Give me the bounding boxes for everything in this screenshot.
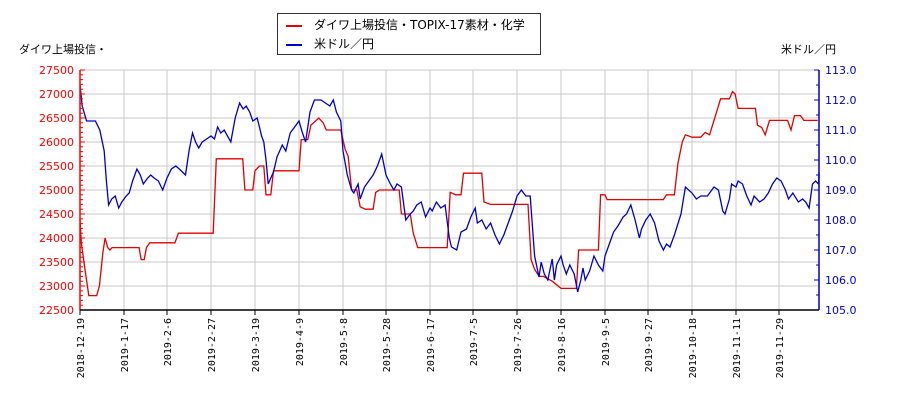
svg-text:108.0: 108.0	[825, 214, 857, 227]
svg-text:27500: 27500	[39, 64, 74, 77]
legend-swatch-red	[286, 24, 302, 27]
legend-swatch-blue	[286, 43, 302, 46]
svg-text:110.0: 110.0	[825, 154, 857, 167]
svg-text:2018-12-19: 2018-12-19	[76, 318, 87, 378]
svg-text:2019-11-29: 2019-11-29	[775, 318, 786, 378]
svg-text:27000: 27000	[39, 88, 74, 101]
svg-text:2019-5-28: 2019-5-28	[382, 318, 393, 372]
legend-item-usdjpy: 米ドル／円	[286, 36, 374, 52]
svg-text:24500: 24500	[39, 208, 74, 221]
svg-text:2019-11-11: 2019-11-11	[732, 318, 743, 378]
legend-label: ダイワ上場投信・TOPIX-17素材・化学	[314, 18, 525, 32]
svg-text:2019-10-18: 2019-10-18	[688, 318, 699, 378]
svg-text:2019-6-17: 2019-6-17	[426, 318, 437, 372]
svg-text:2019-1-17: 2019-1-17	[120, 318, 131, 372]
legend-label: 米ドル／円	[314, 37, 375, 51]
svg-text:2019-2-6: 2019-2-6	[163, 318, 174, 366]
svg-text:2019-9-5: 2019-9-5	[601, 318, 612, 366]
svg-text:22500: 22500	[39, 304, 74, 317]
svg-text:23500: 23500	[39, 256, 74, 269]
svg-text:2019-4-9: 2019-4-9	[295, 318, 306, 366]
svg-text:2019-2-27: 2019-2-27	[207, 318, 218, 372]
right-axis-title: 米ドル／円	[781, 43, 836, 56]
svg-text:105.0: 105.0	[825, 304, 857, 317]
svg-text:112.0: 112.0	[825, 94, 857, 107]
svg-text:106.0: 106.0	[825, 274, 857, 287]
svg-text:109.0: 109.0	[825, 184, 857, 197]
svg-text:2019-5-8: 2019-5-8	[339, 318, 350, 366]
svg-text:2019-7-26: 2019-7-26	[513, 318, 524, 372]
svg-text:107.0: 107.0	[825, 244, 857, 257]
svg-text:2019-3-19: 2019-3-19	[251, 318, 262, 372]
svg-text:2019-7-5: 2019-7-5	[469, 318, 480, 366]
series-line	[79, 90, 818, 297]
svg-text:25500: 25500	[39, 160, 74, 173]
svg-text:2019-8-16: 2019-8-16	[557, 318, 568, 372]
svg-text:23000: 23000	[39, 280, 74, 293]
svg-text:111.0: 111.0	[825, 124, 857, 137]
legend-item-etf: ダイワ上場投信・TOPIX-17素材・化学	[286, 17, 525, 33]
svg-text:2019-9-27: 2019-9-27	[644, 318, 655, 372]
chart-legend: ダイワ上場投信・TOPIX-17素材・化学 米ドル／円	[277, 13, 541, 55]
svg-text:24000: 24000	[39, 232, 74, 245]
svg-text:25000: 25000	[39, 184, 74, 197]
series-line	[79, 84, 820, 293]
left-axis-title: ダイワ上場投信・	[19, 43, 107, 56]
svg-text:26500: 26500	[39, 112, 74, 125]
svg-text:113.0: 113.0	[825, 64, 857, 77]
svg-text:26000: 26000	[39, 136, 74, 149]
